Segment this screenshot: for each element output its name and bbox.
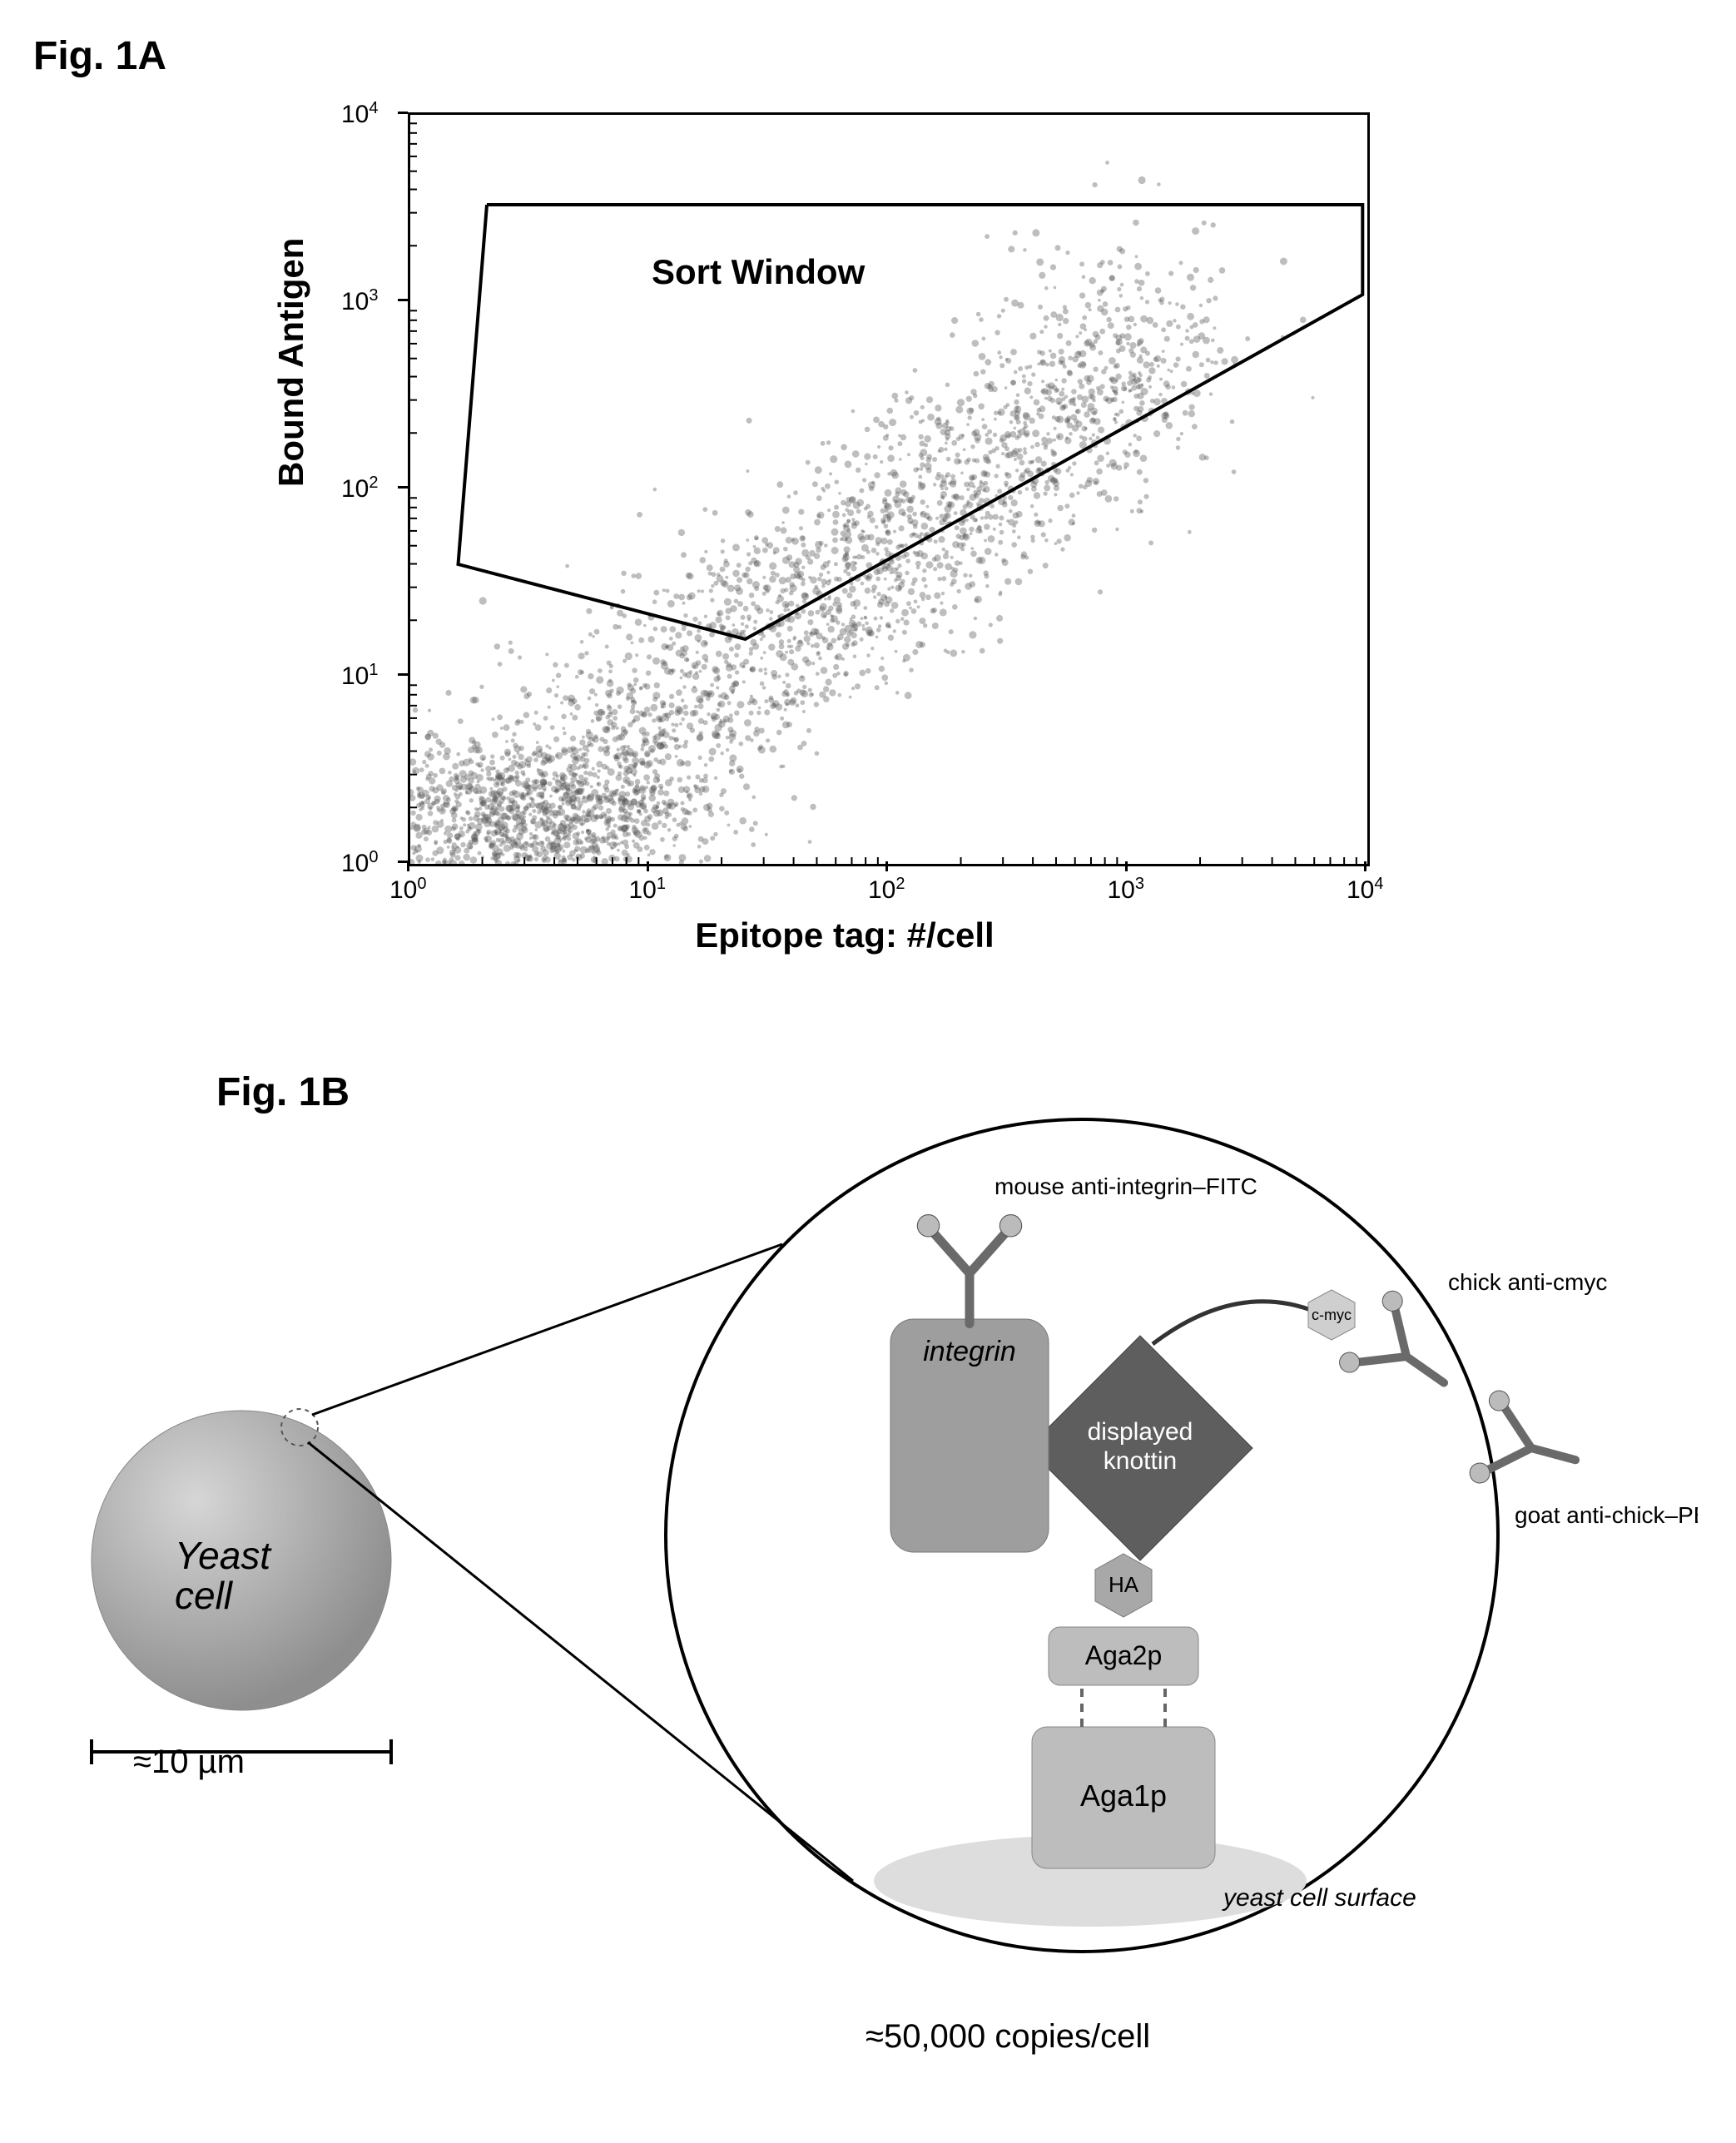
fig1a-label: Fig. 1A bbox=[33, 33, 1703, 79]
svg-text:c-myc: c-myc bbox=[1312, 1307, 1352, 1323]
fig1a-plot-frame: Sort Window bbox=[408, 112, 1370, 866]
fig1a-xtick-2: 102 bbox=[868, 875, 905, 905]
fig1a-xtick-1: 101 bbox=[629, 875, 667, 905]
svg-text:displayed: displayed bbox=[1088, 1418, 1193, 1446]
fig1a-sort-window-gate bbox=[459, 205, 1363, 639]
fig1a-ytick-1: 101 bbox=[341, 661, 379, 691]
fig1a-ytick-3: 103 bbox=[341, 286, 379, 316]
fig1a-ytick-2: 102 bbox=[341, 474, 379, 504]
svg-text:chick anti-cmyc: chick anti-cmyc bbox=[1448, 1269, 1607, 1295]
svg-text:Yeast: Yeast bbox=[175, 1534, 272, 1577]
fig1b-diagram: Yeastcell yeast cell surface Aga1p Aga2p HA d… bbox=[33, 1019, 1698, 2101]
svg-text:Aga1p: Aga1p bbox=[1080, 1778, 1167, 1813]
svg-text:integrin: integrin bbox=[923, 1336, 1016, 1367]
fig1a-scatter bbox=[410, 115, 1367, 864]
fig1a-ytick-4: 104 bbox=[341, 99, 379, 129]
svg-text:knottin: knottin bbox=[1104, 1447, 1177, 1475]
fig1a-xtick-0: 100 bbox=[389, 875, 427, 905]
fig1a-ytick-0: 100 bbox=[341, 848, 379, 878]
fig1a-ylabel: Bound Antigen bbox=[271, 238, 311, 487]
fig1a-chart-area: Bound Antigen Sort Window Epitope tag: #… bbox=[283, 96, 1406, 970]
svg-text:Aga2p: Aga2p bbox=[1085, 1640, 1163, 1670]
fig1a-xlabel: Epitope tag: #/cell bbox=[283, 915, 1406, 955]
fig1a-xtick-3: 103 bbox=[1108, 875, 1145, 905]
fig1b-copies-caption: ≈50,000 copies/cell bbox=[866, 2018, 1150, 2056]
fig1a-sort-window-label: Sort Window bbox=[652, 252, 865, 292]
svg-text:HA: HA bbox=[1109, 1572, 1139, 1597]
svg-text:cell: cell bbox=[175, 1574, 234, 1617]
fig1b-size-caption: ≈10 µm bbox=[133, 1744, 245, 1781]
svg-text:mouse anti-integrin–FITC: mouse anti-integrin–FITC bbox=[994, 1173, 1257, 1199]
fig1a-xtick-4: 104 bbox=[1347, 875, 1384, 905]
svg-text:yeast cell surface: yeast cell surface bbox=[1222, 1884, 1416, 1912]
fig1b-area: Fig. 1B Yeastcellyeast cell surfaceAga1p… bbox=[33, 1019, 1703, 2101]
svg-text:goat anti-chick–PE: goat anti-chick–PE bbox=[1515, 1502, 1698, 1528]
